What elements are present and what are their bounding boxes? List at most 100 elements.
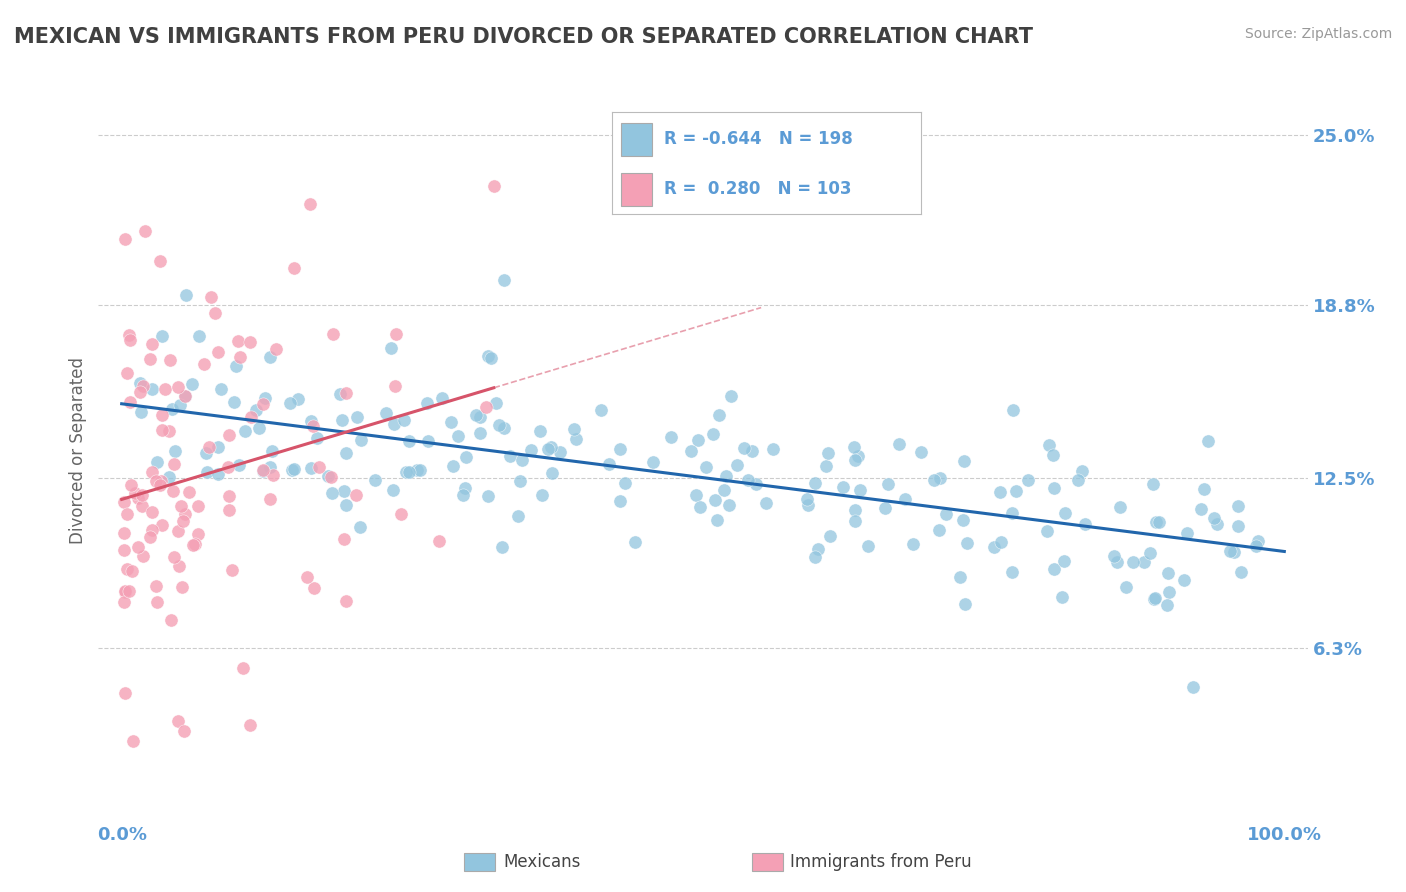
Point (344, 488, 367, 502)
Point (1246, 539, 1268, 553)
Point (173, 724, 195, 739)
Point (817, 446, 839, 460)
Point (1144, 591, 1167, 605)
Point (1197, 434, 1219, 448)
Point (153, 382, 176, 396)
Point (384, 379, 406, 393)
Point (207, 440, 229, 454)
Point (252, 463, 274, 477)
Point (283, 461, 305, 475)
Point (807, 541, 830, 556)
Point (536, 442, 558, 457)
Point (218, 428, 240, 442)
Point (239, 718, 262, 732)
Point (382, 483, 405, 497)
Point (335, 446, 357, 460)
Point (295, 570, 318, 584)
Point (804, 475, 827, 490)
Point (704, 492, 727, 507)
Point (1205, 517, 1227, 532)
Point (141, 523, 163, 537)
Point (755, 495, 778, 509)
Point (302, 581, 325, 595)
Point (952, 513, 974, 527)
Point (1017, 473, 1039, 487)
Point (1109, 500, 1132, 514)
Point (1139, 546, 1161, 560)
Point (485, 395, 508, 409)
Point (720, 389, 742, 403)
Point (239, 334, 262, 349)
Point (1038, 438, 1060, 452)
Point (848, 483, 870, 497)
Point (335, 594, 357, 608)
Point (1227, 500, 1250, 514)
Point (232, 661, 254, 675)
Point (1043, 481, 1066, 495)
Point (1052, 590, 1074, 604)
Point (166, 524, 188, 538)
Point (589, 403, 612, 417)
Point (132, 549, 155, 564)
Point (233, 424, 256, 438)
Point (1222, 545, 1244, 559)
Point (820, 529, 842, 543)
Point (132, 379, 155, 393)
Text: R =  0.280   N = 103: R = 0.280 N = 103 (664, 180, 852, 198)
Point (145, 579, 167, 593)
Point (375, 406, 398, 420)
Text: R = -0.644   N = 198: R = -0.644 N = 198 (664, 130, 853, 148)
Point (114, 584, 136, 599)
Point (1074, 516, 1097, 531)
Point (128, 376, 150, 391)
Point (935, 507, 957, 521)
Point (392, 413, 415, 427)
Point (953, 453, 976, 467)
Point (259, 491, 281, 506)
Point (127, 491, 149, 505)
Point (172, 514, 194, 528)
Point (145, 474, 167, 488)
Point (679, 443, 702, 458)
Point (844, 503, 866, 517)
Point (609, 494, 631, 508)
Point (252, 397, 274, 411)
FancyBboxPatch shape (621, 123, 652, 155)
Point (319, 469, 342, 483)
Point (1001, 507, 1024, 521)
Point (207, 467, 229, 481)
Point (121, 564, 143, 578)
Point (832, 480, 855, 494)
Point (844, 453, 866, 467)
Point (124, 486, 146, 500)
Point (725, 458, 748, 473)
Point (924, 473, 946, 487)
Point (254, 391, 277, 405)
Point (131, 499, 153, 513)
Point (713, 483, 735, 497)
Point (529, 425, 551, 439)
Point (305, 431, 328, 445)
Point (848, 449, 870, 463)
Point (395, 465, 418, 479)
Point (447, 428, 470, 442)
Point (910, 445, 932, 459)
Y-axis label: Divorced or Separated: Divorced or Separated (69, 357, 87, 544)
Point (1157, 566, 1180, 580)
Point (150, 424, 173, 438)
Text: Source: ZipAtlas.com: Source: ZipAtlas.com (1244, 27, 1392, 41)
Point (814, 458, 837, 473)
Point (141, 505, 163, 519)
Point (278, 396, 301, 410)
Text: Mexicans: Mexicans (503, 853, 581, 871)
Point (988, 484, 1011, 499)
Point (112, 525, 135, 540)
Point (316, 469, 339, 483)
Point (1175, 526, 1198, 541)
Point (228, 458, 250, 472)
Point (418, 434, 440, 448)
Point (118, 584, 141, 599)
Point (335, 498, 357, 512)
Point (609, 442, 631, 457)
Point (541, 466, 564, 480)
